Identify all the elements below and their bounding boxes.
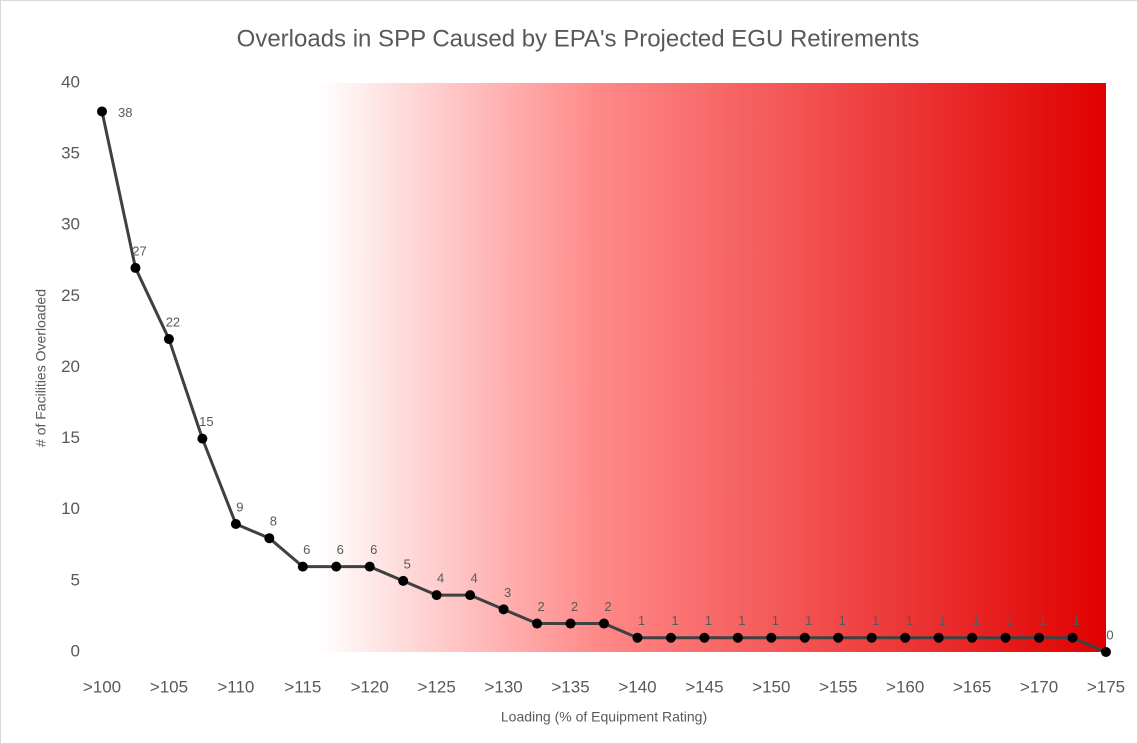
- x-tick-label: >165: [953, 677, 991, 696]
- x-tick-label: >175: [1087, 677, 1125, 696]
- data-label: 2: [571, 599, 578, 614]
- x-tick-label: >150: [752, 677, 790, 696]
- data-point: [967, 632, 978, 643]
- data-label: 3: [504, 585, 511, 600]
- x-tick-label: >105: [150, 677, 188, 696]
- data-label: 1: [671, 613, 678, 628]
- data-point: [565, 618, 576, 629]
- y-tick-label: 20: [61, 357, 80, 376]
- y-tick-label: 35: [61, 144, 80, 163]
- x-tick-label: >145: [685, 677, 723, 696]
- data-label: 2: [604, 599, 611, 614]
- x-tick-label: >100: [83, 677, 121, 696]
- x-tick-label: >170: [1020, 677, 1058, 696]
- data-label: 1: [839, 613, 846, 628]
- y-tick-label: 40: [61, 72, 80, 91]
- x-tick-label: >125: [418, 677, 456, 696]
- data-label: 27: [132, 243, 146, 258]
- data-label: 0: [1106, 627, 1113, 642]
- data-label: 1: [772, 613, 779, 628]
- data-label: 1: [872, 613, 879, 628]
- x-tick-label: >115: [284, 677, 321, 696]
- x-tick-label: >160: [886, 677, 924, 696]
- data-point: [130, 262, 141, 273]
- data-point: [465, 590, 476, 601]
- data-point: [1034, 632, 1045, 643]
- x-tick-label: >140: [618, 677, 656, 696]
- data-point: [933, 632, 944, 643]
- data-label: 4: [437, 571, 444, 586]
- chart-title: Overloads in SPP Caused by EPA's Project…: [237, 25, 920, 52]
- x-tick-label: >110: [217, 677, 254, 696]
- data-point: [866, 632, 877, 643]
- data-label: 1: [1073, 613, 1080, 628]
- heat-shading: [318, 83, 1106, 652]
- y-tick-label: 30: [61, 215, 80, 234]
- x-tick-label: >135: [551, 677, 589, 696]
- y-tick-label: 25: [61, 286, 80, 305]
- data-label: 1: [1006, 613, 1013, 628]
- data-label: 5: [404, 556, 411, 571]
- data-point: [1000, 632, 1011, 643]
- data-point: [900, 632, 911, 643]
- data-point: [1101, 647, 1111, 657]
- data-point: [799, 632, 810, 643]
- data-point: [699, 632, 710, 643]
- data-point: [532, 618, 543, 629]
- data-label: 1: [973, 613, 980, 628]
- data-point: [766, 632, 777, 643]
- data-label: 1: [638, 613, 645, 628]
- y-tick-label: 15: [61, 428, 80, 447]
- y-tick-label: 5: [71, 570, 80, 589]
- data-label: 8: [270, 514, 277, 529]
- data-point: [665, 632, 676, 643]
- data-point: [264, 533, 275, 544]
- data-point: [833, 632, 844, 643]
- data-point: [364, 561, 375, 572]
- data-point: [230, 518, 241, 529]
- x-tick-label: >120: [351, 677, 389, 696]
- data-label: 9: [236, 499, 243, 514]
- data-label: 6: [370, 542, 377, 557]
- data-point: [599, 618, 609, 629]
- data-label: 22: [166, 314, 180, 329]
- data-label: 1: [1039, 613, 1046, 628]
- data-point: [163, 334, 174, 345]
- x-tick-label: >130: [484, 677, 522, 696]
- data-point: [197, 433, 208, 444]
- data-point: [498, 604, 509, 615]
- data-point: [431, 590, 442, 601]
- data-point: [297, 561, 308, 572]
- y-tick-label: 10: [61, 499, 80, 518]
- data-label: 4: [471, 571, 478, 586]
- data-label: 1: [738, 613, 745, 628]
- data-label: 38: [118, 105, 132, 120]
- data-label: 1: [939, 613, 946, 628]
- data-label: 2: [537, 599, 544, 614]
- data-label: 6: [337, 542, 344, 557]
- data-point: [97, 106, 107, 117]
- data-point: [331, 561, 342, 572]
- y-axis-title: # of Facilities Overloaded: [33, 289, 49, 447]
- data-label: 6: [303, 542, 310, 557]
- data-point: [732, 632, 743, 643]
- data-label: 1: [906, 613, 913, 628]
- data-point: [398, 575, 409, 586]
- data-point: [1067, 632, 1078, 643]
- data-point: [632, 632, 643, 643]
- y-tick-label: 0: [71, 641, 80, 660]
- x-tick-label: >155: [819, 677, 857, 696]
- x-axis-title: Loading (% of Equipment Rating): [501, 709, 707, 725]
- data-label: 1: [805, 613, 812, 628]
- data-label: 1: [705, 613, 712, 628]
- data-label: 15: [199, 414, 213, 429]
